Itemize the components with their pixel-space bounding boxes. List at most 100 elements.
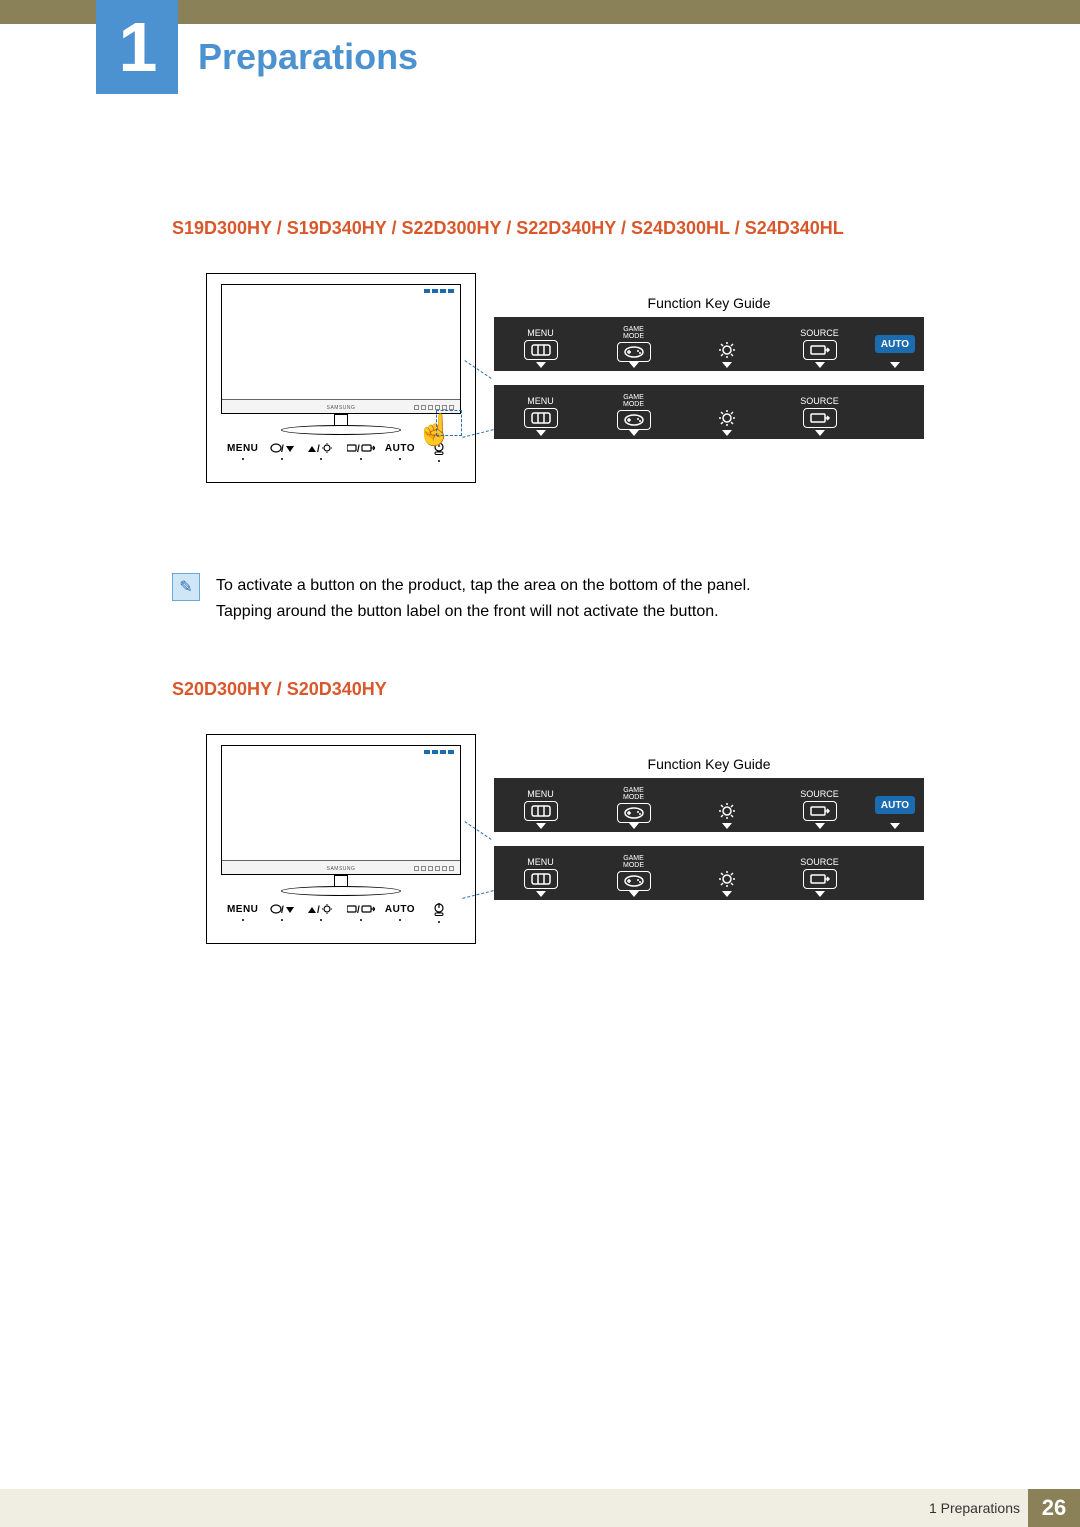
osd-source[interactable]: SOURCE: [773, 385, 866, 439]
osd-game-mode[interactable]: GAMEMODE: [587, 385, 680, 439]
source-icon: [803, 408, 837, 428]
bezel-bottom: SAMSUNG: [222, 399, 460, 413]
monitor-stand: [266, 875, 416, 896]
chevron-down-icon: [815, 823, 825, 829]
chevron-down-icon: [536, 891, 546, 897]
bezel-button-strip: [414, 866, 454, 871]
osd-auto[interactable]: AUTO: [866, 778, 924, 832]
model-list-heading-a: S19D300HY / S19D340HY / S22D300HY / S22D…: [172, 218, 994, 239]
osd-source[interactable]: SOURCE: [773, 778, 866, 832]
strip-menu: MENU: [223, 443, 262, 454]
footer: 1 Preparations 26: [0, 1489, 1080, 1527]
chevron-down-icon: [722, 823, 732, 829]
brand-label: SAMSUNG: [327, 866, 356, 872]
diagram-b: SAMSUNG MENU / /: [206, 734, 926, 1004]
chevron-down-icon: [722, 891, 732, 897]
svg-text:/: /: [317, 444, 320, 453]
monitor-stand: [266, 414, 416, 435]
svg-text:/: /: [357, 444, 360, 453]
osd-auto[interactable]: AUTO: [866, 317, 924, 371]
source-icon: [803, 869, 837, 889]
chevron-down-icon: [890, 362, 900, 368]
brightness-icon: [714, 801, 740, 821]
auto-pill: AUTO: [875, 796, 915, 814]
strip-power: [420, 902, 459, 917]
osd-auto-empty: [866, 385, 924, 439]
chevron-down-icon: [815, 362, 825, 368]
osd-source[interactable]: SOURCE: [773, 846, 866, 900]
monitor-screen: SAMSUNG: [221, 745, 461, 875]
brightness-icon: [714, 408, 740, 428]
gamepad-icon: [617, 342, 651, 362]
monitor-outline: SAMSUNG MENU / /: [206, 734, 476, 944]
osd-brightness[interactable]: [680, 317, 773, 371]
strip-game-down: /: [262, 904, 301, 915]
strip-auto: AUTO: [380, 904, 419, 915]
brightness-icon: [714, 340, 740, 360]
svg-text:/: /: [281, 444, 284, 453]
note-text: To activate a button on the product, tap…: [216, 573, 751, 625]
model-list-heading-b: S20D300HY / S20D340HY: [172, 679, 994, 700]
strip-source: /: [341, 904, 380, 915]
strip-source: /: [341, 443, 380, 454]
menu-icon: [524, 801, 558, 821]
chevron-down-icon: [815, 430, 825, 436]
osd-menu[interactable]: MENU: [494, 385, 587, 439]
gamepad-icon: [617, 871, 651, 891]
chevron-down-icon: [722, 362, 732, 368]
chevron-down-icon: [815, 891, 825, 897]
svg-text:/: /: [281, 905, 284, 914]
bottom-button-labels: MENU / / / AUTO: [221, 902, 461, 917]
osd-brightness[interactable]: [680, 385, 773, 439]
function-key-guide-area: Function Key Guide MENU GAMEMODE: [494, 273, 924, 439]
chevron-down-icon: [722, 430, 732, 436]
fkg-title: Function Key Guide: [494, 756, 924, 772]
chevron-down-icon: [536, 823, 546, 829]
menu-icon: [524, 408, 558, 428]
brand-label: SAMSUNG: [327, 405, 356, 411]
osd-game-mode[interactable]: GAMEMODE: [587, 846, 680, 900]
diagram-a: SAMSUNG MENU / /: [206, 273, 926, 543]
chevron-down-icon: [629, 823, 639, 829]
chevron-down-icon: [629, 362, 639, 368]
strip-up-bright: /: [302, 904, 341, 915]
osd-brightness[interactable]: [680, 846, 773, 900]
svg-text:/: /: [357, 905, 360, 914]
chevron-down-icon: [536, 430, 546, 436]
osd-bar-lower: MENU GAMEMODE SOUR: [494, 846, 924, 900]
osd-mini-icons: [424, 289, 454, 293]
info-note: ✎ To activate a button on the product, t…: [172, 573, 994, 625]
menu-icon: [524, 340, 558, 360]
source-icon: [803, 340, 837, 360]
osd-menu[interactable]: MENU: [494, 846, 587, 900]
osd-mini-icons: [424, 750, 454, 754]
strip-up-bright: /: [302, 443, 341, 454]
header: 1 Preparations: [0, 24, 1080, 118]
note-icon: ✎: [172, 573, 200, 601]
osd-menu[interactable]: MENU: [494, 317, 587, 371]
osd-source[interactable]: SOURCE: [773, 317, 866, 371]
bezel-bottom: SAMSUNG: [222, 860, 460, 874]
osd-game-mode[interactable]: GAMEMODE: [587, 778, 680, 832]
osd-game-mode[interactable]: GAMEMODE: [587, 317, 680, 371]
monitor-screen: SAMSUNG: [221, 284, 461, 414]
osd-bar-lower: MENU GAMEMODE SOUR: [494, 385, 924, 439]
chapter-title: Preparations: [198, 36, 418, 78]
brightness-icon: [714, 869, 740, 889]
gamepad-icon: [617, 803, 651, 823]
auto-pill: AUTO: [875, 335, 915, 353]
osd-brightness[interactable]: [680, 778, 773, 832]
chevron-down-icon: [536, 362, 546, 368]
chevron-down-icon: [890, 823, 900, 829]
menu-icon: [524, 869, 558, 889]
source-icon: [803, 801, 837, 821]
function-key-guide-area: Function Key Guide MENU GAMEMODE: [494, 734, 924, 900]
osd-bar-upper: MENU GAMEMODE SOUR: [494, 778, 924, 832]
osd-menu[interactable]: MENU: [494, 778, 587, 832]
svg-text:/: /: [317, 905, 320, 914]
strip-auto: AUTO: [380, 443, 419, 454]
gamepad-icon: [617, 410, 651, 430]
monitor-outline: SAMSUNG MENU / /: [206, 273, 476, 483]
chapter-number-box: 1: [96, 0, 178, 94]
fkg-title: Function Key Guide: [494, 295, 924, 311]
